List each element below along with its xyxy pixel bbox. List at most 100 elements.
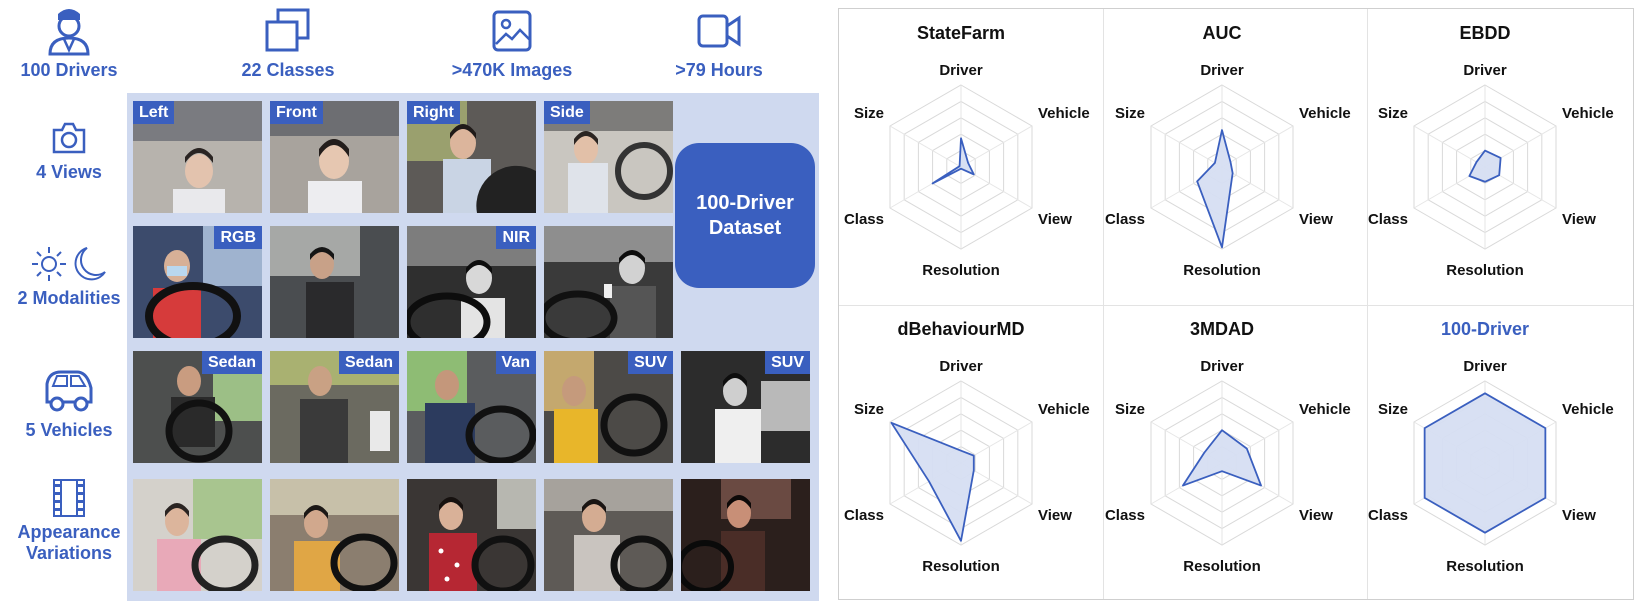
video-icon <box>697 14 741 48</box>
sample-photo <box>270 226 399 338</box>
sample-photo: NIR <box>407 226 536 338</box>
radar-axis-label: Vehicle <box>1038 105 1090 122</box>
radar-spoke <box>889 125 962 168</box>
radar-axis-label: Driver <box>1463 62 1507 79</box>
sample-photo <box>133 479 262 591</box>
film-icon <box>53 479 85 517</box>
radar-axis-label: Resolution <box>922 262 1000 279</box>
grid-divider <box>1103 9 1104 599</box>
side-label: 4 Views <box>36 162 102 182</box>
sample-photo: Van <box>407 351 536 463</box>
view-tag: Front <box>270 101 323 124</box>
radar-axis-label: Resolution <box>1183 262 1261 279</box>
radar-charts: StateFarm Driver Vehicle View Resolution Clas… <box>844 23 1614 575</box>
radar-axis-label: Resolution <box>1446 262 1524 279</box>
radar-axis-label: Class <box>1105 211 1145 228</box>
stat-label: >79 Hours <box>675 60 763 80</box>
driver-icon <box>48 9 90 56</box>
radar-spoke <box>960 125 1033 168</box>
radar-axis-label: View <box>1299 507 1333 524</box>
dataset-badge: 100-Driver Dataset <box>675 143 815 288</box>
radar-title: AUC <box>1203 23 1242 43</box>
radar-axis-label: Size <box>854 105 884 122</box>
radar-axis-label: Size <box>1115 401 1145 418</box>
radar-data-polygon <box>1182 429 1262 487</box>
radar-title: 3MDAD <box>1190 319 1254 339</box>
sample-photo <box>270 479 399 591</box>
radar-title: EBDD <box>1459 23 1510 43</box>
grid-divider <box>1367 9 1368 599</box>
radar-axis-label: Size <box>1378 401 1408 418</box>
radar-axis-label: Driver <box>1200 62 1244 79</box>
side-label: Appearance Variations <box>17 522 121 563</box>
radar-axis-label: Class <box>1368 507 1408 524</box>
sample-photo: Sedan <box>133 351 262 463</box>
sample-photo: Front <box>270 101 399 213</box>
radar-axis-label: Resolution <box>922 558 1000 575</box>
sample-photo <box>681 479 810 591</box>
radar-data-polygon <box>890 421 975 542</box>
radar-data-polygon <box>1196 129 1234 249</box>
radar-axis-label: Class <box>1368 211 1408 228</box>
radar-axis-label: Size <box>1115 105 1145 122</box>
sample-photo: Side <box>544 101 673 213</box>
vehicle-tag: SUV <box>765 351 810 374</box>
side-appearance: Appearance Variations <box>0 478 138 564</box>
radar-title: 100-Driver <box>1441 319 1529 339</box>
camera-icon <box>52 122 86 154</box>
radar-axis-label: Vehicle <box>1038 401 1090 418</box>
side-label: 2 Modalities <box>17 288 121 308</box>
radar-title: dBehaviourMD <box>897 319 1024 339</box>
view-tag: Left <box>133 101 175 124</box>
modality-tag: RGB <box>214 226 262 249</box>
radar-axis-label: Vehicle <box>1299 105 1351 122</box>
radar-data-polygon <box>931 137 975 185</box>
radar-axis-label: View <box>1562 211 1596 228</box>
radar-data-polygon <box>1423 392 1547 534</box>
radar-axis-label: Vehicle <box>1299 401 1351 418</box>
modality-tag: NIR <box>496 226 536 249</box>
radar-axis-label: Driver <box>939 62 983 79</box>
stat-images: >470K Images <box>412 0 612 81</box>
radar-axis-label: View <box>1038 507 1072 524</box>
stat-drivers: 100 Drivers <box>0 0 169 81</box>
image-icon <box>492 10 532 52</box>
radar-spoke <box>1221 125 1294 168</box>
side-views: 4 Views <box>0 118 138 183</box>
view-tag: Side <box>544 101 590 124</box>
radar-axis-label: Vehicle <box>1562 401 1614 418</box>
radar-spoke <box>1413 125 1486 168</box>
radar-axis-label: View <box>1038 211 1072 228</box>
vehicle-tag: Van <box>495 351 536 374</box>
sample-photo <box>407 479 536 591</box>
radar-axis-label: Driver <box>1463 358 1507 375</box>
radar-axis-label: Driver <box>1200 358 1244 375</box>
radar-axis-label: Size <box>1378 105 1408 122</box>
sample-photo: RGB <box>133 226 262 338</box>
stat-hours: >79 Hours <box>619 0 819 81</box>
view-tag: Right <box>407 101 460 124</box>
vehicle-tag: SUV <box>628 351 673 374</box>
sample-photo: Left <box>133 101 262 213</box>
vehicle-tag: Sedan <box>338 351 399 374</box>
sample-photo: SUV <box>544 351 673 463</box>
radar-axis-label: Vehicle <box>1562 105 1614 122</box>
radar-axis-label: View <box>1562 507 1596 524</box>
sample-photo: Sedan <box>270 351 399 463</box>
radar-axis-label: Resolution <box>1446 558 1524 575</box>
sample-photo <box>544 226 673 338</box>
radar-axis-label: Size <box>854 401 884 418</box>
radar-axis-label: Class <box>1105 507 1145 524</box>
sample-photo: Right <box>407 101 536 213</box>
radar-axis-label: Driver <box>939 358 983 375</box>
radar-data-polygon <box>1468 149 1502 183</box>
radar-axis-label: Class <box>844 507 884 524</box>
radar-axis-label: View <box>1299 211 1333 228</box>
radar-axis-label: Resolution <box>1183 558 1261 575</box>
stat-label: 100 Drivers <box>20 60 118 80</box>
stat-label: >470K Images <box>451 60 573 80</box>
dataset-title: 100-Driver <box>696 191 794 214</box>
sun-moon-icon <box>32 247 106 281</box>
stat-label: 22 Classes <box>241 60 335 80</box>
sample-photo <box>544 479 673 591</box>
